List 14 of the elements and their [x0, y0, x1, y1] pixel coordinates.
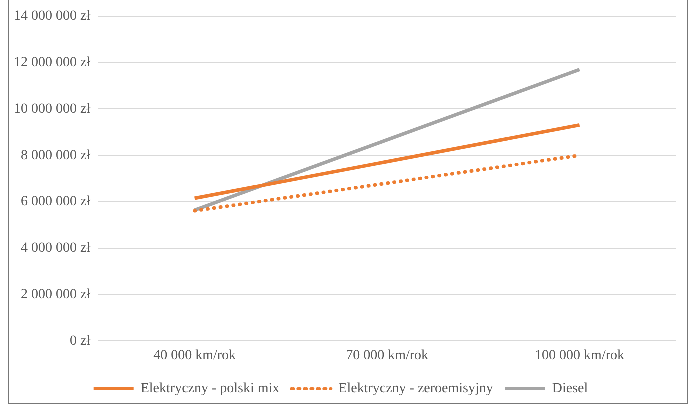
x-tick-label: 100 000 km/rok — [535, 348, 624, 364]
y-tick-label: 8 000 000 zł — [20, 148, 91, 164]
y-tick-label: 2 000 000 zł — [20, 287, 91, 302]
y-tick-label: 6 000 000 zł — [20, 194, 91, 210]
x-tick-label: 70 000 km/rok — [346, 348, 429, 364]
y-tick-label: 14 000 000 zł — [14, 9, 91, 24]
y-tick-label: 10 000 000 zł — [14, 102, 91, 117]
y-tick-label: 0 zł — [70, 334, 91, 349]
x-tick-label: 40 000 km/rok — [154, 348, 236, 364]
legend-label: Elektryczny - zeroemisyjny — [338, 382, 494, 397]
y-tick-label: 12 000 000 zł — [14, 55, 91, 70]
legend-label: Diesel — [552, 382, 588, 397]
legend-label: Elektryczny - polski mix — [140, 382, 280, 397]
y-tick-label: 4 000 000 zł — [20, 241, 91, 256]
